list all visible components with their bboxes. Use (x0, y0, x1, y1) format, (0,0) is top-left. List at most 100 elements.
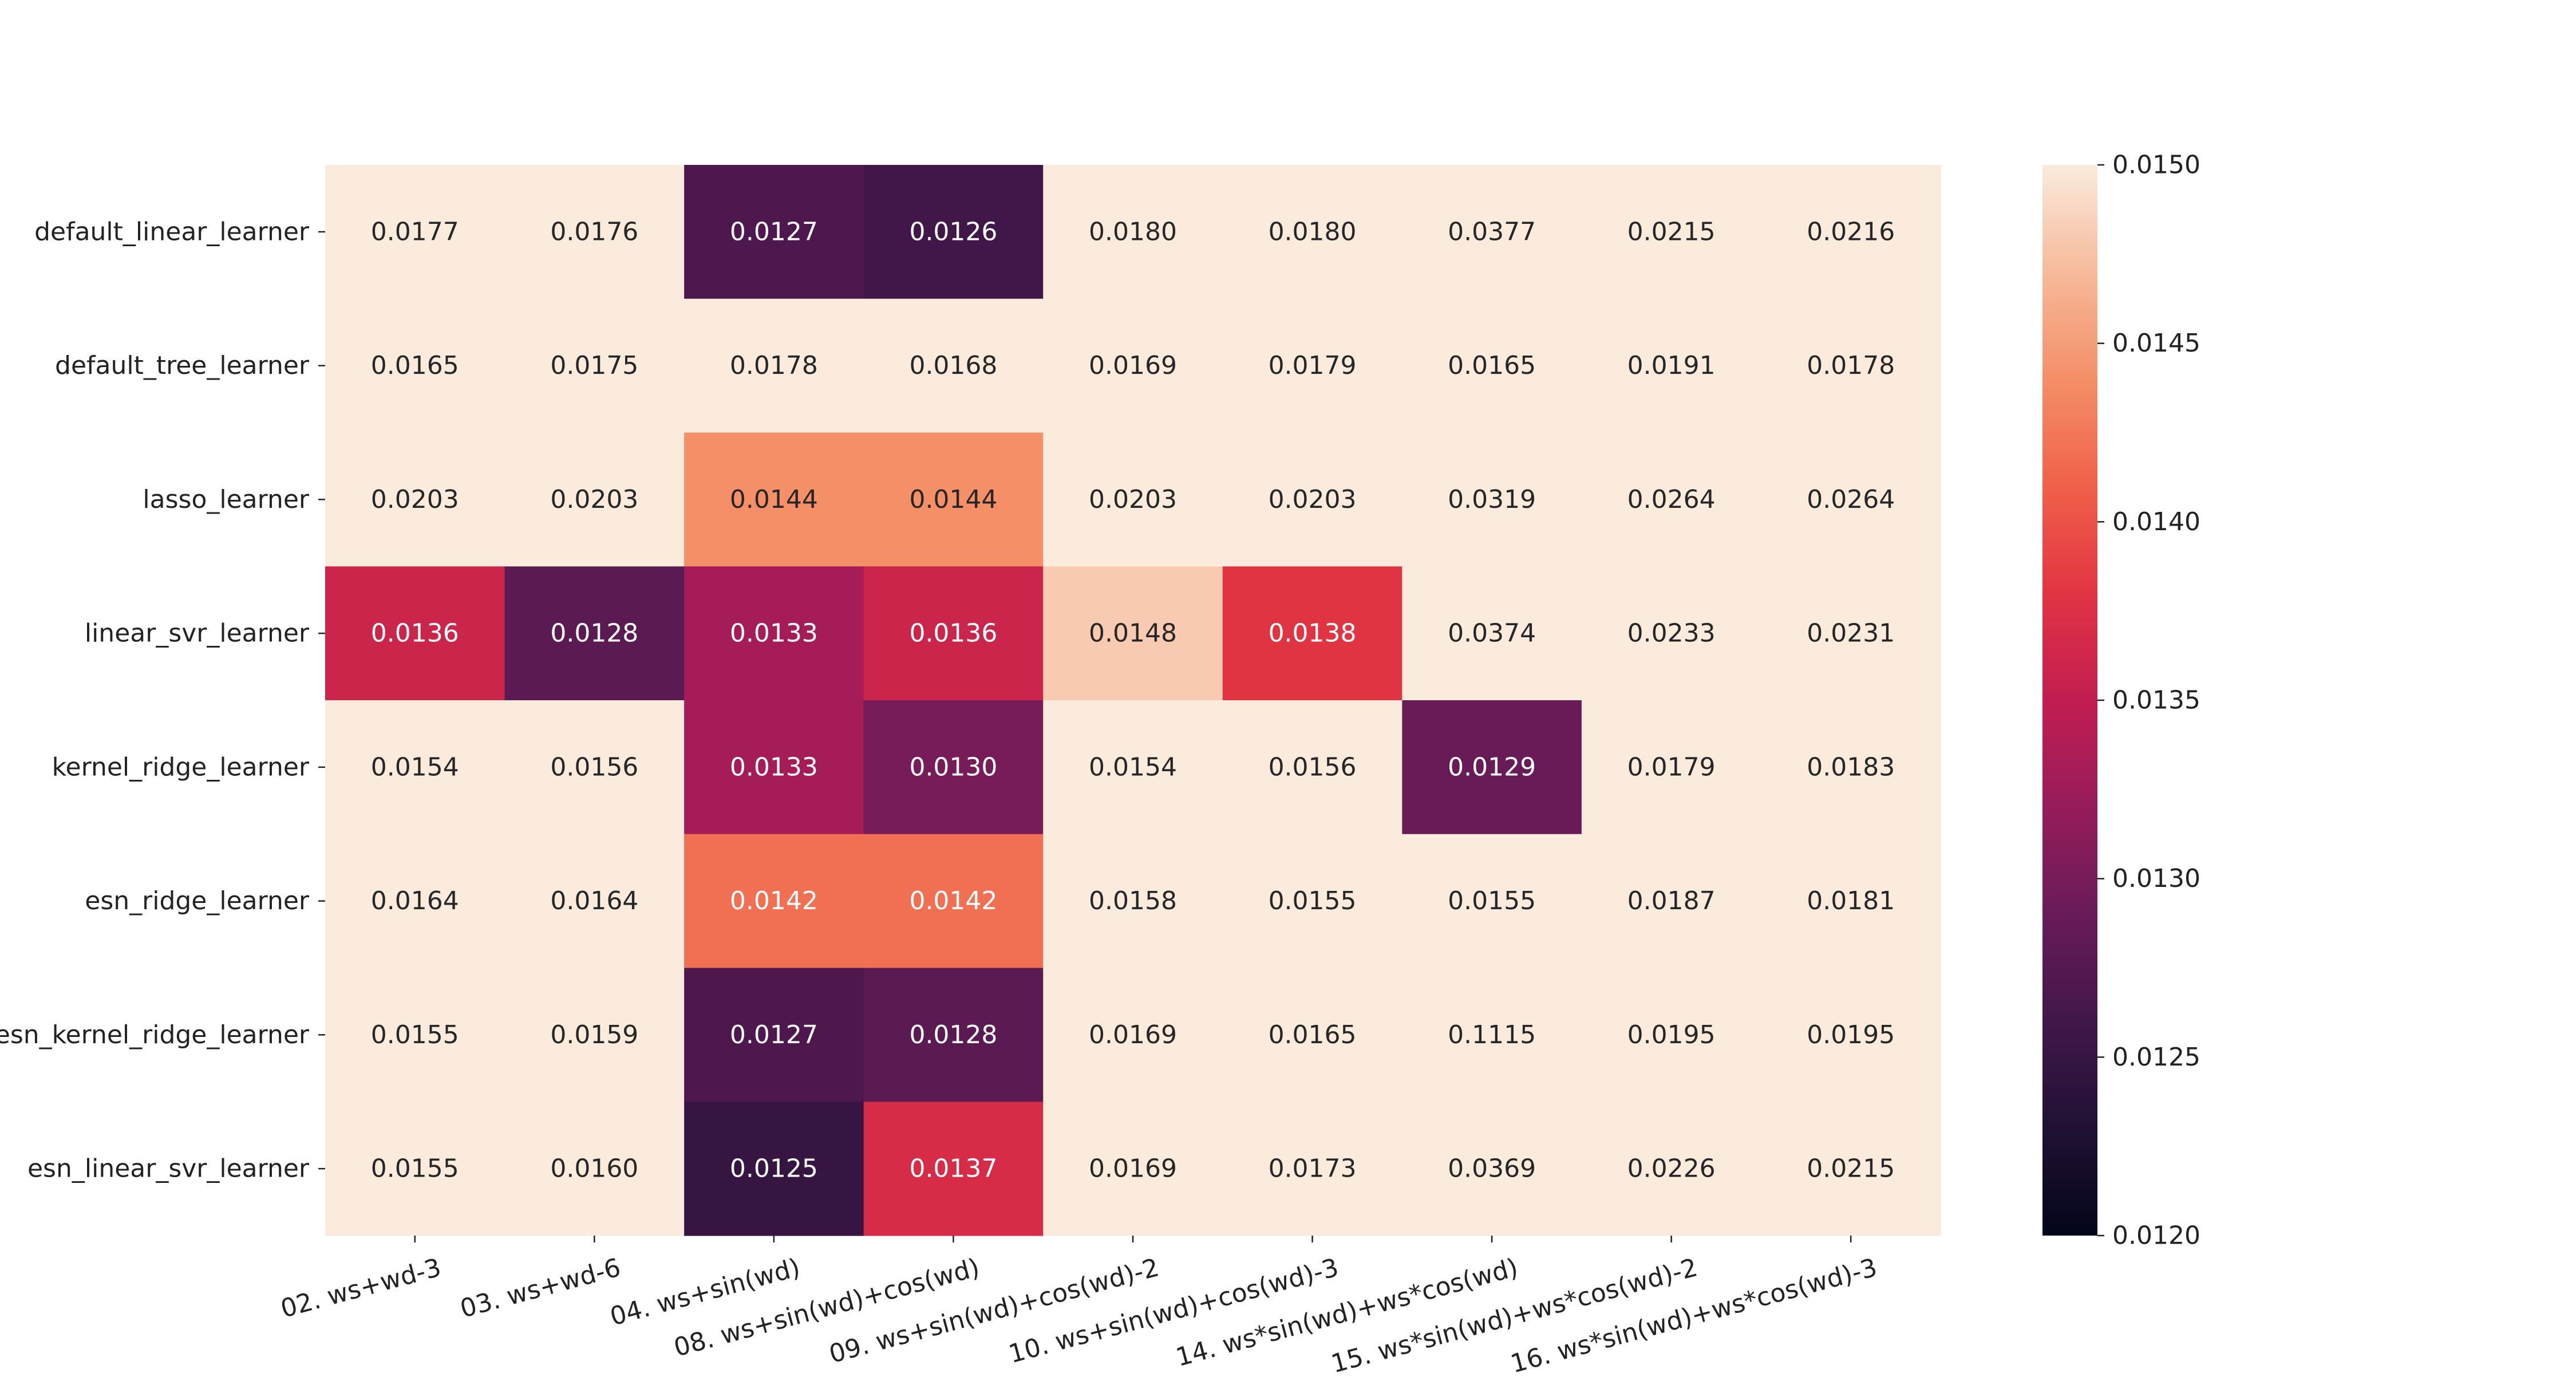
heatmap-cell (504, 1102, 685, 1236)
heatmap-cell (684, 1102, 864, 1236)
heatmap-cell (1581, 968, 1762, 1102)
heatmap-cell (504, 968, 685, 1102)
heatmap-cell (1222, 298, 1402, 433)
heatmap-cell (1043, 700, 1223, 835)
heatmap-cell-value: 0.0128 (909, 1020, 997, 1049)
heatmap-cell-value: 0.0148 (1089, 619, 1177, 648)
heatmap-cell-value: 0.0215 (1627, 217, 1716, 246)
colorbar-tick-label: 0.0140 (2112, 507, 2200, 536)
heatmap-cell-value: 0.0178 (1807, 351, 1895, 380)
y-tick-label: esn_kernel_ridge_learner (0, 1020, 310, 1049)
heatmap-cell-value: 0.0136 (909, 619, 997, 648)
heatmap-cell-value: 0.0128 (550, 619, 638, 648)
colorbar-tick-label: 0.0125 (2112, 1043, 2200, 1072)
x-tick-label: 08. ws+sin(wd)+cos(wd) (671, 1253, 983, 1363)
colorbar-tick-label: 0.0150 (2112, 151, 2200, 180)
heatmap-cell-value: 0.0179 (1269, 351, 1357, 380)
heatmap-cell (504, 566, 685, 701)
heatmap-cell (1043, 432, 1223, 567)
heatmap-cell-value: 0.0164 (550, 886, 638, 916)
heatmap-cell (504, 432, 685, 567)
heatmap-cell-value: 0.0233 (1627, 619, 1716, 648)
heatmap-cell (1222, 566, 1402, 701)
heatmap-cell (325, 968, 505, 1102)
heatmap-cell-value: 0.0155 (371, 1020, 459, 1049)
heatmap-cell-value: 0.0231 (1807, 619, 1895, 648)
heatmap-cell (863, 298, 1044, 433)
heatmap-cell-value: 0.0154 (371, 752, 459, 782)
heatmap-cell-value: 0.0169 (1089, 351, 1177, 380)
heatmap-cell (863, 165, 1044, 299)
heatmap-cell (504, 700, 685, 835)
heatmap-cell (1581, 432, 1762, 567)
heatmap-cell-value: 0.0191 (1627, 351, 1716, 380)
heatmap-cell (863, 432, 1044, 567)
x-tick-label: 10. ws+sin(wd)+cos(wd)-3 (1006, 1253, 1342, 1369)
heatmap-cell-value: 0.0133 (730, 752, 818, 782)
heatmap-cell-value: 0.0176 (550, 217, 638, 246)
heatmap-cell (863, 566, 1044, 701)
heatmap-cell-value: 0.0127 (730, 217, 818, 246)
heatmap-cell (1043, 834, 1223, 969)
heatmap-cell (1581, 566, 1762, 701)
heatmap-cell-value: 0.0144 (730, 485, 818, 514)
heatmap-cell (1043, 566, 1223, 701)
heatmap-cell (684, 968, 864, 1102)
heatmap-cell-value: 0.0374 (1448, 619, 1536, 648)
heatmap-cell (325, 700, 505, 835)
heatmap-cell (1761, 165, 1941, 299)
heatmap-cell (1402, 1102, 1582, 1236)
heatmap-cell-value: 0.0216 (1807, 217, 1895, 246)
heatmap-cell-value: 0.0156 (1269, 752, 1357, 782)
x-tick-label: 09. ws+sin(wd)+cos(wd)-2 (826, 1253, 1162, 1369)
heatmap-cell (1581, 1102, 1762, 1236)
heatmap-cell-value: 0.0155 (1448, 886, 1536, 916)
heatmap-cell (504, 298, 685, 433)
heatmap-cell (325, 566, 505, 701)
heatmap-cells (325, 165, 1941, 1236)
heatmap-cell (1402, 165, 1582, 299)
heatmap-cell (684, 165, 864, 299)
heatmap-cell-value: 0.0155 (1269, 886, 1357, 916)
heatmap-cell-value: 0.0203 (371, 485, 459, 514)
heatmap-cell-value: 0.0137 (909, 1154, 997, 1183)
heatmap-cell (325, 298, 505, 433)
heatmap-cell-labels: 0.0177 0.0176 0.0127 0.0126 0.0180 0.0180 0.03… (371, 217, 1895, 1183)
heatmap-cell (325, 432, 505, 567)
heatmap-cell (1402, 298, 1582, 433)
heatmap-cell (1222, 834, 1402, 969)
heatmap-cell (1402, 968, 1582, 1102)
heatmap-cell-value: 0.0142 (909, 886, 997, 916)
y-tick-label: default_linear_learner (34, 217, 310, 246)
heatmap-cell-value: 0.0169 (1089, 1154, 1177, 1183)
heatmap-cell-value: 0.0127 (730, 1020, 818, 1049)
heatmap-cell-value: 0.0165 (1448, 351, 1536, 380)
heatmap-cell-value: 0.0160 (550, 1154, 638, 1183)
heatmap-cell-value: 0.0177 (371, 217, 459, 246)
heatmap-cell-value: 0.0264 (1807, 485, 1895, 514)
heatmap-cell-value: 0.0180 (1089, 217, 1177, 246)
colorbar-gradient (2042, 165, 2097, 1236)
heatmap-cell-value: 0.0136 (371, 619, 459, 648)
heatmap-cell-value: 0.0165 (1269, 1020, 1357, 1049)
heatmap-cell-value: 0.0175 (550, 351, 638, 380)
heatmap-cell (1402, 834, 1582, 969)
heatmap-cell-value: 0.0181 (1807, 886, 1895, 916)
heatmap-cell (1043, 1102, 1223, 1236)
heatmap-cell-value: 0.0377 (1448, 217, 1536, 246)
heatmap-cell (1761, 432, 1941, 567)
x-tick-label: 02. ws+wd-3 (278, 1253, 444, 1324)
heatmap-cell (1043, 968, 1223, 1102)
heatmap-cell-value: 0.0165 (371, 351, 459, 380)
y-tick-label: esn_linear_svr_learner (27, 1154, 310, 1183)
heatmap-cell-value: 0.0159 (550, 1020, 638, 1049)
heatmap-cell-value: 0.0130 (909, 752, 997, 782)
heatmap-cell (684, 700, 864, 835)
heatmap-cell (684, 834, 864, 969)
colorbar: 0.0120 0.0125 0.0130 0.0135 0.0140 0.0145 0.01… (2042, 151, 2200, 1250)
row-labels: default_linear_learner default_tree_learn… (0, 217, 325, 1183)
heatmap-cell (1581, 700, 1762, 835)
heatmap-cell (504, 834, 685, 969)
